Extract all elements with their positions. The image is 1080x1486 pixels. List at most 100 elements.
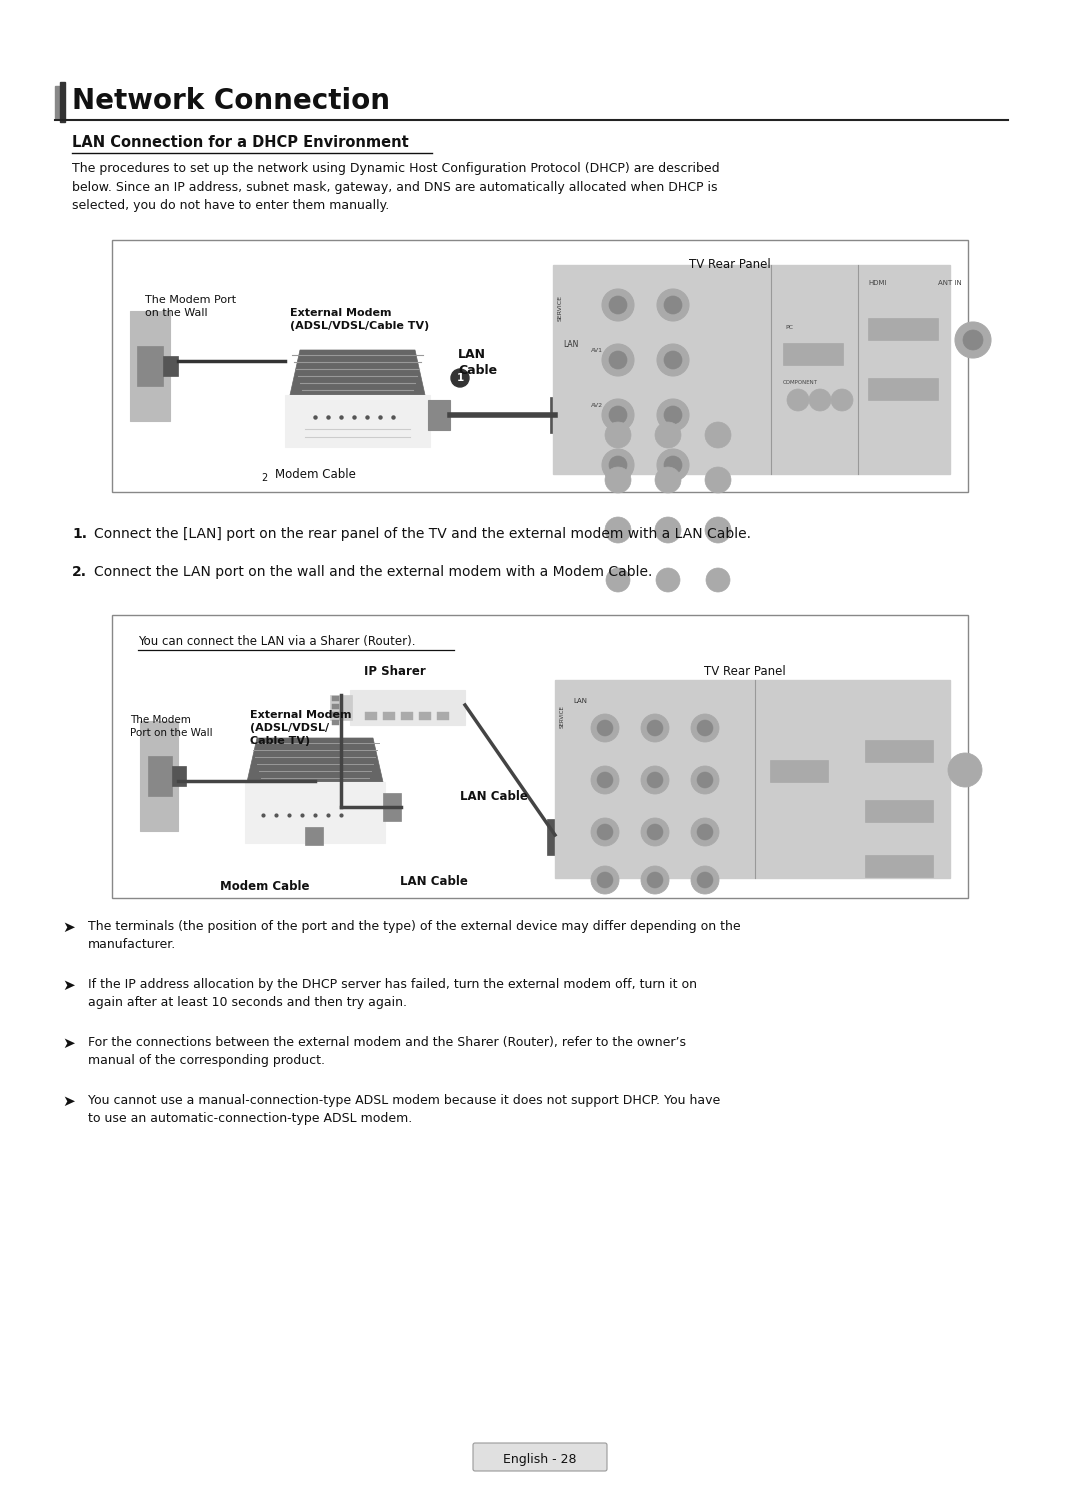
Bar [868, 377, 939, 400]
Bar [258, 471, 271, 484]
Bar [137, 346, 163, 386]
Circle shape [664, 296, 681, 314]
Text: English - 28: English - 28 [503, 1452, 577, 1465]
Bar [401, 712, 413, 721]
Polygon shape [291, 351, 426, 395]
Text: COMPONENT: COMPONENT [783, 380, 818, 385]
Circle shape [609, 406, 627, 424]
Bar [383, 712, 395, 721]
Text: LAN: LAN [563, 340, 579, 349]
Circle shape [597, 773, 613, 788]
Circle shape [691, 713, 719, 742]
Polygon shape [247, 739, 383, 782]
Circle shape [647, 773, 663, 788]
Text: Modem Cable: Modem Cable [275, 468, 356, 480]
Circle shape [963, 330, 983, 351]
Text: The Modem Port
on the Wall: The Modem Port on the Wall [145, 296, 237, 318]
Text: The Modem
Port on the Wall: The Modem Port on the Wall [130, 715, 213, 739]
Circle shape [831, 389, 853, 412]
Text: LAN
Cable: LAN Cable [458, 348, 497, 377]
Circle shape [705, 422, 731, 447]
Bar [428, 400, 450, 429]
Bar [550, 397, 561, 432]
Circle shape [664, 351, 681, 369]
Text: LAN Connection for a DHCP Environment: LAN Connection for a DHCP Environment [72, 135, 408, 150]
Circle shape [647, 721, 663, 736]
Circle shape [597, 825, 613, 840]
Bar [140, 721, 178, 831]
Circle shape [642, 817, 669, 846]
Circle shape [657, 400, 689, 431]
Text: External Modem
(ADSL/VDSL/Cable TV): External Modem (ADSL/VDSL/Cable TV) [291, 308, 429, 331]
Circle shape [647, 825, 663, 840]
Bar [245, 782, 384, 843]
Text: SERVICE: SERVICE [558, 296, 563, 321]
Text: You cannot use a manual-connection-type ADSL modem because it does not support D: You cannot use a manual-connection-type … [87, 1094, 720, 1125]
Circle shape [591, 713, 619, 742]
Text: PC: PC [785, 325, 793, 330]
Text: ➤: ➤ [62, 1094, 75, 1109]
Circle shape [955, 322, 991, 358]
Circle shape [705, 467, 731, 493]
Text: ➤: ➤ [62, 920, 75, 935]
Text: The terminals (the position of the port and the type) of the external device may: The terminals (the position of the port … [87, 920, 741, 951]
Text: 1.: 1. [72, 528, 87, 541]
Circle shape [691, 866, 719, 895]
Circle shape [602, 449, 634, 481]
Circle shape [642, 765, 669, 794]
Bar [332, 704, 339, 709]
Circle shape [664, 406, 681, 424]
Circle shape [657, 288, 689, 321]
Bar [172, 765, 186, 786]
Circle shape [642, 866, 669, 895]
Circle shape [697, 721, 713, 736]
Bar [783, 343, 843, 366]
Circle shape [605, 467, 631, 493]
Bar [332, 695, 339, 701]
Bar [285, 395, 430, 447]
Bar [865, 799, 933, 822]
Bar [383, 794, 401, 820]
Bar [350, 690, 465, 725]
Text: 2: 2 [261, 473, 268, 483]
Circle shape [664, 456, 681, 474]
Circle shape [642, 713, 669, 742]
Circle shape [697, 872, 713, 889]
Text: 2.: 2. [72, 565, 87, 580]
Circle shape [602, 288, 634, 321]
Text: 1: 1 [457, 373, 463, 383]
Bar [365, 712, 377, 721]
Circle shape [591, 765, 619, 794]
Bar [305, 828, 323, 846]
Circle shape [657, 343, 689, 376]
Circle shape [609, 351, 627, 369]
Circle shape [654, 422, 681, 447]
Circle shape [654, 467, 681, 493]
Bar [163, 357, 178, 376]
Circle shape [602, 400, 634, 431]
Bar [112, 241, 968, 492]
Text: Connect the LAN port on the wall and the external modem with a Modem Cable.: Connect the LAN port on the wall and the… [94, 565, 652, 580]
Circle shape [654, 517, 681, 542]
Bar [770, 759, 828, 782]
Bar [868, 318, 939, 340]
Bar [130, 311, 170, 421]
Circle shape [597, 721, 613, 736]
Bar [553, 265, 950, 474]
Circle shape [656, 568, 680, 591]
Circle shape [697, 825, 713, 840]
Text: You can connect the LAN via a Sharer (Router).: You can connect the LAN via a Sharer (Ro… [138, 635, 416, 648]
Circle shape [591, 866, 619, 895]
Circle shape [451, 369, 469, 386]
Circle shape [605, 517, 631, 542]
Bar [112, 615, 968, 898]
Bar [437, 712, 449, 721]
Circle shape [591, 817, 619, 846]
Text: TV Rear Panel: TV Rear Panel [689, 259, 771, 270]
Text: AV1: AV1 [591, 348, 603, 354]
Bar [148, 756, 172, 796]
Text: The procedures to set up the network using Dynamic Host Configuration Protocol (: The procedures to set up the network usi… [72, 162, 719, 212]
Bar [865, 854, 933, 877]
Text: AV2: AV2 [591, 403, 603, 409]
Circle shape [606, 568, 630, 591]
